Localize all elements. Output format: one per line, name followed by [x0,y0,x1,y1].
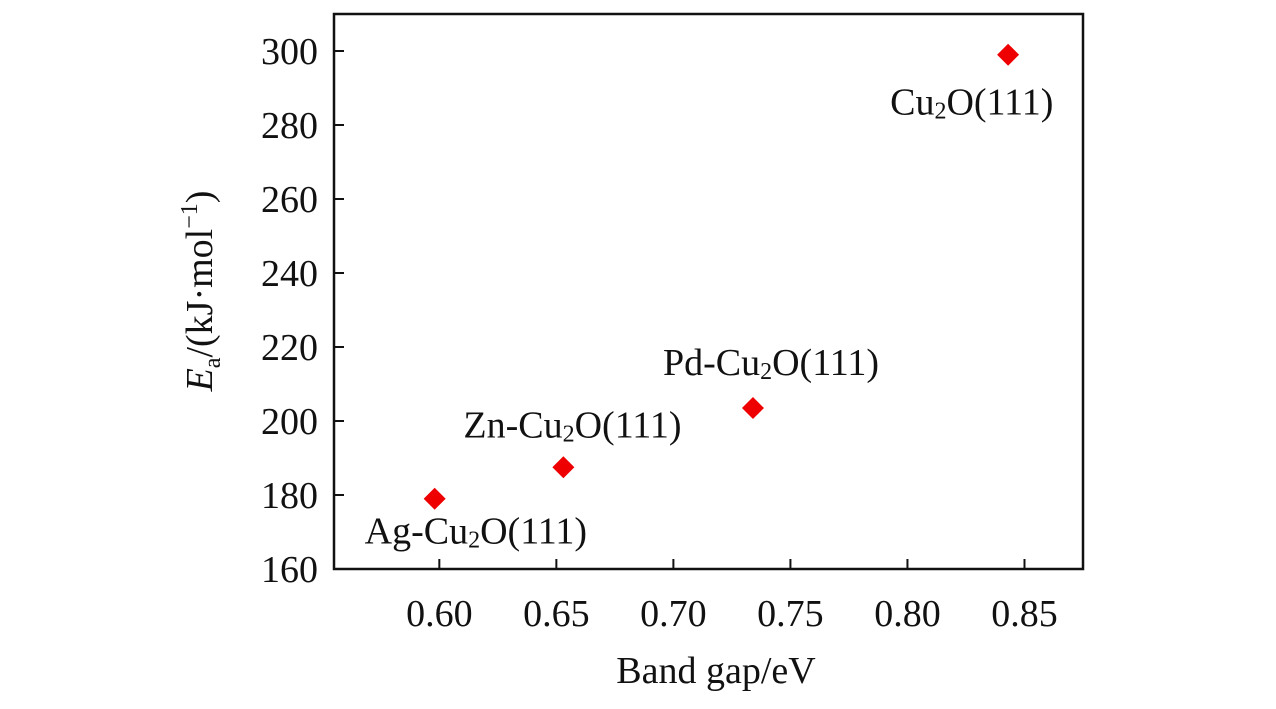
y-tick-label: 200 [261,401,318,443]
data-point-marker [997,43,1020,66]
y-tick-label: 240 [261,253,318,295]
y-tick-label: 260 [261,179,318,221]
x-axis: 0.60 0.65 0.70 0.75 0.80 0.85 [406,559,1058,635]
data-point-marker [423,487,446,510]
x-tick-label: 0.85 [991,593,1058,635]
data-labels: Ag-Cu2O(111) Zn-Cu2O(111) Pd-Cu2O(111) Cu2O… [365,82,1054,554]
data-point-marker [552,456,575,479]
x-tick-label: 0.75 [757,593,824,635]
y-tick-label: 300 [261,31,318,73]
data-point-label: Ag-Cu2O(111) [365,511,587,554]
plot-frame [332,12,1085,571]
x-tick-label: 0.60 [406,593,473,635]
x-tick-label: 0.70 [640,593,707,635]
x-tick-label: 0.80 [874,593,941,635]
x-tick-label: 0.65 [523,593,590,635]
y-tick-label: 160 [261,549,318,591]
data-point-label: Pd-Cu2O(111) [663,342,879,385]
y-axis-title: Ea/(kJ·mol−1) [177,191,226,393]
y-tick-label: 180 [261,475,318,517]
y-tick-label: 220 [261,327,318,369]
y-tick-label: 280 [261,105,318,147]
data-point-label: Cu2O(111) [890,82,1053,125]
data-point-label: Zn-Cu2O(111) [463,404,681,447]
y-axis: 160 180 200 220 240 260 280 300 [261,31,344,591]
x-axis-title: Band gap/eV [616,650,816,692]
data-point-marker [741,397,764,420]
data-points [423,43,1020,510]
